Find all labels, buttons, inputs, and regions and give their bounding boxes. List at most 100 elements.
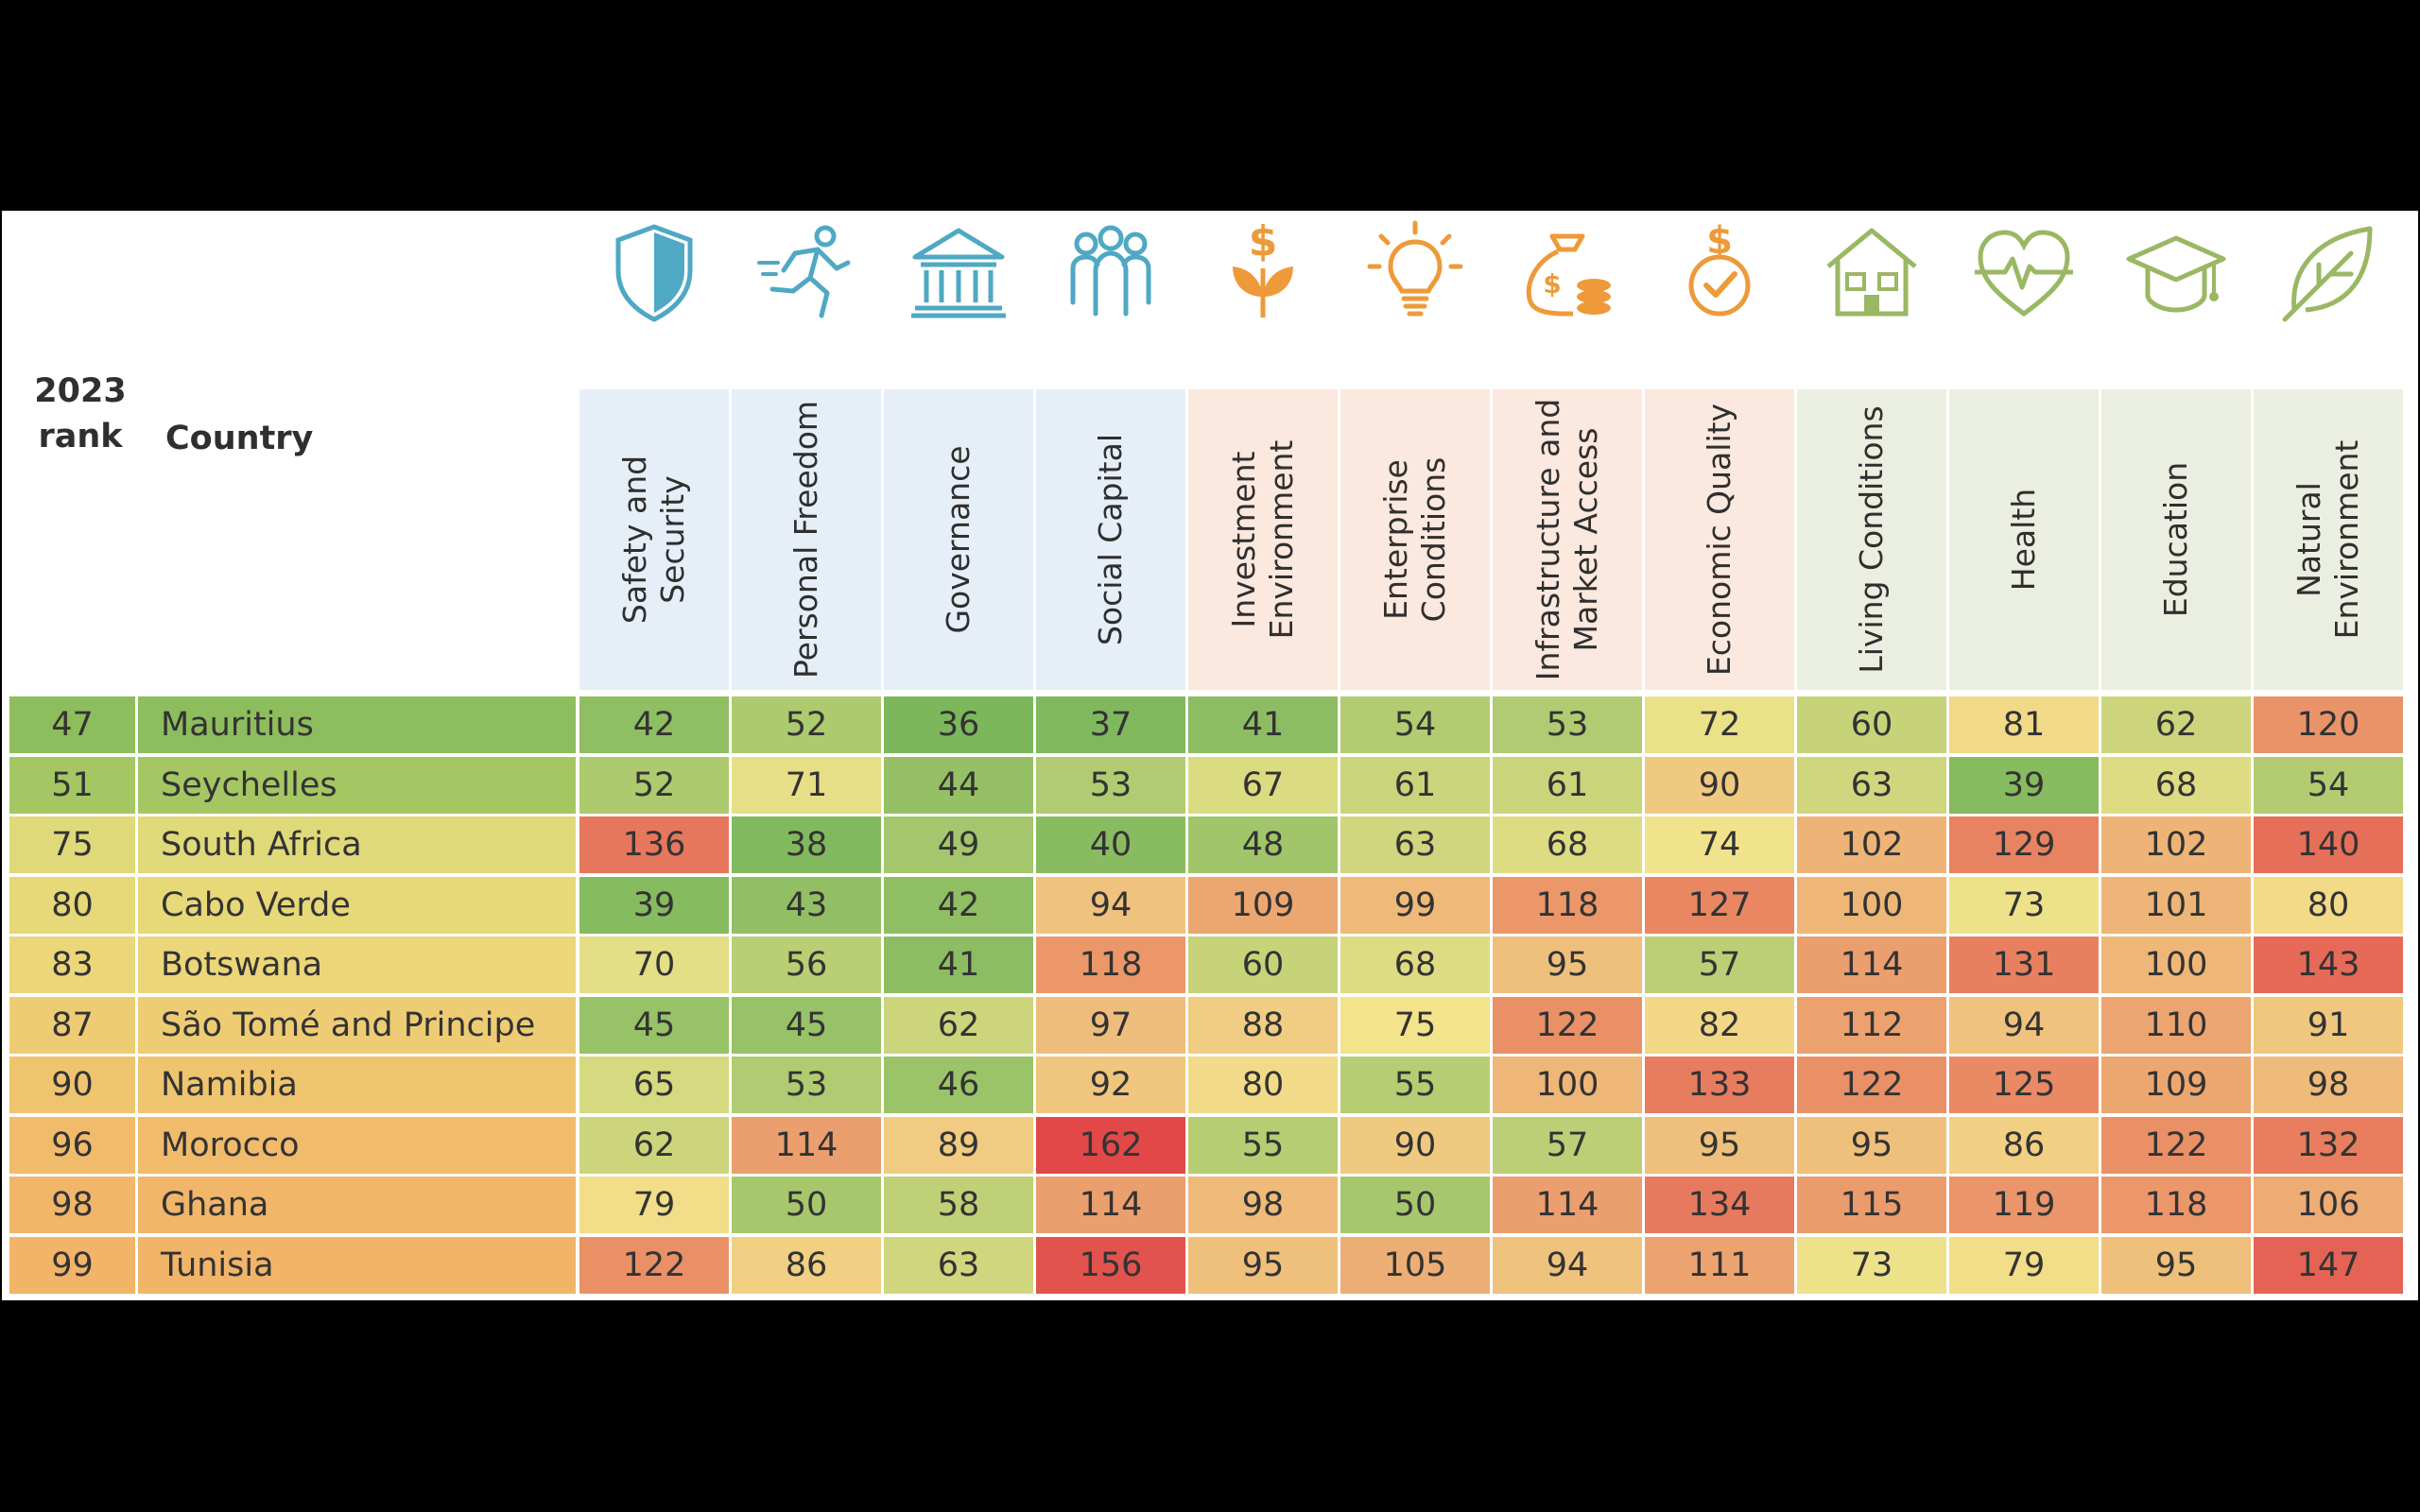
value-cell: 48	[1188, 816, 1338, 873]
rank-cell: 75	[9, 816, 135, 873]
column-header: Education	[2101, 389, 2251, 690]
value-cell: 52	[579, 757, 729, 814]
column-header: Investment Environment	[1188, 389, 1338, 690]
value-cell: 140	[2254, 816, 2403, 873]
value-cell: 73	[1797, 1237, 1946, 1294]
value-cell: 38	[732, 816, 881, 873]
value-cell: 125	[1949, 1057, 2099, 1113]
value-cell: 80	[1188, 1057, 1338, 1113]
value-cell: 68	[2101, 757, 2251, 814]
value-cell: 97	[1036, 997, 1185, 1054]
value-cell: 95	[1797, 1117, 1946, 1174]
column-header-label: Health	[2005, 488, 2042, 592]
value-cell: 70	[579, 936, 729, 993]
column-header-label: Safety and Security	[616, 455, 691, 625]
column-header-label: Governance	[940, 445, 977, 634]
value-cell: 61	[1340, 757, 1490, 814]
rank-cell: 87	[9, 997, 135, 1054]
rank-column-header: 2023 rank	[34, 372, 127, 455]
country-cell: Seychelles	[138, 757, 576, 814]
value-cell: 71	[732, 757, 881, 814]
value-cell: 122	[2101, 1117, 2251, 1174]
rank-cell: 99	[9, 1237, 135, 1294]
value-cell: 105	[1340, 1237, 1490, 1294]
value-cell: 65	[579, 1057, 729, 1113]
value-cell: 133	[1645, 1057, 1794, 1113]
value-cell: 50	[732, 1177, 881, 1233]
value-cell: 43	[732, 877, 881, 934]
value-cell: 94	[1036, 877, 1185, 934]
value-cell: 122	[579, 1237, 729, 1294]
value-cell: 99	[1340, 877, 1490, 934]
value-cell: 46	[884, 1057, 1033, 1113]
running-person-icon	[750, 215, 863, 329]
value-cell: 110	[2101, 997, 2251, 1054]
value-cell: 62	[884, 997, 1033, 1054]
heart-pulse-icon	[1967, 215, 2081, 329]
value-cell: 122	[1797, 1057, 1946, 1113]
column-header: Governance	[884, 389, 1033, 690]
country-cell: Morocco	[138, 1117, 576, 1174]
value-cell: 45	[579, 997, 729, 1054]
value-cell: 37	[1036, 696, 1185, 753]
rank-cell: 80	[9, 877, 135, 934]
value-cell: 63	[1797, 757, 1946, 814]
rank-cell: 90	[9, 1057, 135, 1113]
value-cell: 119	[1949, 1177, 2099, 1233]
value-cell: 60	[1797, 696, 1946, 753]
value-cell: 40	[1036, 816, 1185, 873]
value-cell: 91	[2254, 997, 2403, 1054]
value-cell: 63	[1340, 816, 1490, 873]
rank-cell: 51	[9, 757, 135, 814]
value-cell: 100	[2101, 936, 2251, 993]
country-cell: Cabo Verde	[138, 877, 576, 934]
value-cell: 55	[1188, 1117, 1338, 1174]
column-header-label: Economic Quality	[1701, 403, 1737, 677]
value-cell: 115	[1797, 1177, 1946, 1233]
country-cell: Ghana	[138, 1177, 576, 1233]
value-cell: 56	[732, 936, 881, 993]
value-cell: 52	[732, 696, 881, 753]
value-cell: 62	[2101, 696, 2251, 753]
value-cell: 90	[1645, 757, 1794, 814]
column-header-label: Infrastructure and Market Access	[1530, 398, 1604, 681]
value-cell: 67	[1188, 757, 1338, 814]
value-cell: 100	[1493, 1057, 1642, 1113]
value-cell: 45	[732, 997, 881, 1054]
value-cell: 118	[1036, 936, 1185, 993]
value-cell: 102	[2101, 816, 2251, 873]
value-cell: 114	[1036, 1177, 1185, 1233]
value-cell: 114	[1797, 936, 1946, 993]
people-group-icon	[1054, 215, 1167, 329]
value-cell: 101	[2101, 877, 2251, 934]
value-cell: 44	[884, 757, 1033, 814]
value-cell: 134	[1645, 1177, 1794, 1233]
svg-text:$: $	[1249, 217, 1278, 266]
country-cell: Botswana	[138, 936, 576, 993]
value-cell: 42	[579, 696, 729, 753]
value-cell: 114	[732, 1117, 881, 1174]
value-cell: 92	[1036, 1057, 1185, 1113]
value-cell: 100	[1797, 877, 1946, 934]
column-header-label: Natural Environment	[2290, 439, 2365, 640]
value-cell: 95	[1493, 936, 1642, 993]
rank-cell: 83	[9, 936, 135, 993]
country-cell: Tunisia	[138, 1237, 576, 1294]
value-cell: 58	[884, 1177, 1033, 1233]
value-cell: 109	[1188, 877, 1338, 934]
column-header: Infrastructure and Market Access	[1493, 389, 1642, 690]
value-cell: 94	[1949, 997, 2099, 1054]
value-cell: 88	[1188, 997, 1338, 1054]
value-cell: 57	[1493, 1117, 1642, 1174]
shield-icon	[597, 215, 711, 329]
value-cell: 68	[1340, 936, 1490, 993]
value-cell: 55	[1340, 1057, 1490, 1113]
value-cell: 162	[1036, 1117, 1185, 1174]
value-cell: 36	[884, 696, 1033, 753]
column-header: Living Conditions	[1797, 389, 1946, 690]
value-cell: 80	[2254, 877, 2403, 934]
value-cell: 120	[2254, 696, 2403, 753]
value-cell: 73	[1949, 877, 2099, 934]
column-header: Personal Freedom	[732, 389, 881, 690]
column-header: Economic Quality	[1645, 389, 1794, 690]
